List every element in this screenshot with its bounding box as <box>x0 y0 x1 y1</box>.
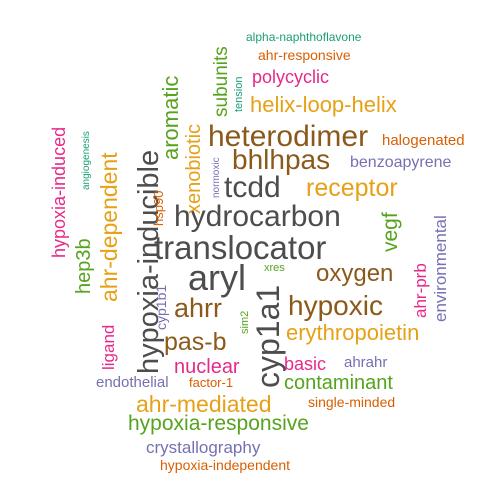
word-ahrr: ahrr <box>174 293 223 323</box>
word-cyp1b1: cyp1b1 <box>153 284 169 330</box>
word-heterodimer: heterodimer <box>208 120 369 153</box>
word-receptor: receptor <box>306 174 398 202</box>
word-pas-b: pas-b <box>164 328 227 356</box>
word-translocator: translocator <box>154 229 327 266</box>
word-cyp1a1: cyp1a1 <box>250 284 286 388</box>
word-ahrahr: ahrahr <box>344 354 388 371</box>
word-environmental: environmental <box>431 215 450 322</box>
word-vegf: vegf <box>379 212 402 252</box>
word-ligand: ligand <box>99 324 118 370</box>
word-tcdd: tcdd <box>224 171 281 204</box>
word-crystallography: crystallography <box>146 438 261 457</box>
word-aromatic: aromatic <box>158 75 183 160</box>
word-ahr-prb: ahr-prb <box>411 263 430 318</box>
word-helix-loop-helix: helix-loop-helix <box>250 92 397 117</box>
word-benzoapyrene: benzoapyrene <box>350 154 452 171</box>
word-oxygen: oxygen <box>316 260 394 287</box>
word-halogenated: halogenated <box>382 132 465 149</box>
word-bhlhpas: bhlhpas <box>232 144 331 175</box>
word-hsp90: hsp90 <box>151 190 166 226</box>
word-xres: xres <box>264 262 285 274</box>
word-tension: tension <box>233 76 245 112</box>
word-xenobiotic: xenobiotic <box>183 123 205 214</box>
word-endothelial: endothelial <box>96 374 169 391</box>
word-hypoxia-responsive: hypoxia-responsive <box>128 412 309 435</box>
word-sim2: sim2 <box>239 310 251 334</box>
word-hypoxia-independent: hypoxia-independent <box>160 457 290 473</box>
word-aryl: aryl <box>188 257 247 298</box>
word-contaminant: contaminant <box>284 372 393 394</box>
word-normoxic: normoxic <box>211 157 222 198</box>
word-hypoxia-induced: hypoxia-induced <box>49 126 69 258</box>
word-polycyclic: polycyclic <box>252 67 330 87</box>
word-ahr-dependent: ahr-dependent <box>96 152 122 302</box>
word-ahr-responsive: ahr-responsive <box>258 47 351 63</box>
word-alpha-naphthoflavone: alpha-naphthoflavone <box>246 30 362 44</box>
word-angiogenesis: angiogenesis <box>81 131 92 190</box>
word-single-minded: single-minded <box>308 394 396 410</box>
word-hep3b: hep3b <box>73 238 95 294</box>
word-basic: basic <box>284 354 327 374</box>
word-nuclear: nuclear <box>174 356 240 378</box>
word-ahr-mediated: ahr-mediated <box>136 391 272 417</box>
word-hypoxic: hypoxic <box>288 290 383 321</box>
word-erythropoietin: erythropoietin <box>286 320 420 345</box>
word-factor-1: factor-1 <box>189 375 234 390</box>
word-hydrocarbon: hydrocarbon <box>174 200 341 233</box>
word-subunits: subunits <box>211 46 232 117</box>
